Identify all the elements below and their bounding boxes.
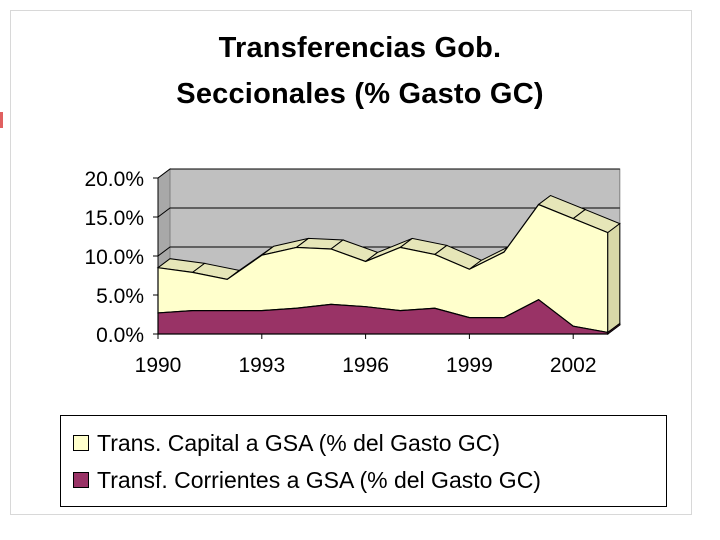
legend-item-capital: Trans. Capital a GSA (% del Gasto GC) (73, 428, 500, 458)
x-tick-label: 1990 (135, 354, 182, 377)
legend-label-corrientes: Transf. Corrientes a GSA (% del Gasto GC… (97, 466, 541, 493)
legend-item-corrientes: Transf. Corrientes a GSA (% del Gasto GC… (73, 465, 541, 495)
legend-label-capital: Trans. Capital a GSA (% del Gasto GC) (97, 429, 501, 456)
chart-title-line-1: Transferencias Gob. (218, 32, 502, 64)
y-tick-label: 15.0% (84, 207, 144, 230)
y-tick-label: 10.0% (84, 246, 144, 269)
y-tick-label: 5.0% (96, 285, 144, 308)
corrientes-end-cap (607, 322, 621, 335)
capital-end-cap (607, 222, 621, 334)
edge-mark (0, 112, 3, 128)
x-tick-label: 1993 (238, 354, 285, 377)
y-tick-label: 20.0% (84, 168, 144, 191)
x-tick-label: 1996 (342, 354, 389, 377)
gridline (157, 168, 620, 179)
y-tick-label: 0.0% (96, 324, 144, 347)
legend-swatch-capital (73, 435, 89, 451)
x-tick-label: 1999 (446, 354, 493, 377)
x-tick-label: 2002 (550, 354, 597, 377)
gridline (157, 207, 620, 218)
legend-swatch-corrientes (73, 472, 89, 488)
legend: Trans. Capital a GSA (% del Gasto GC) Tr… (60, 415, 667, 507)
chart-title-line-2: Seccionales (% Gasto GC) (176, 78, 544, 110)
gridline (157, 246, 620, 257)
